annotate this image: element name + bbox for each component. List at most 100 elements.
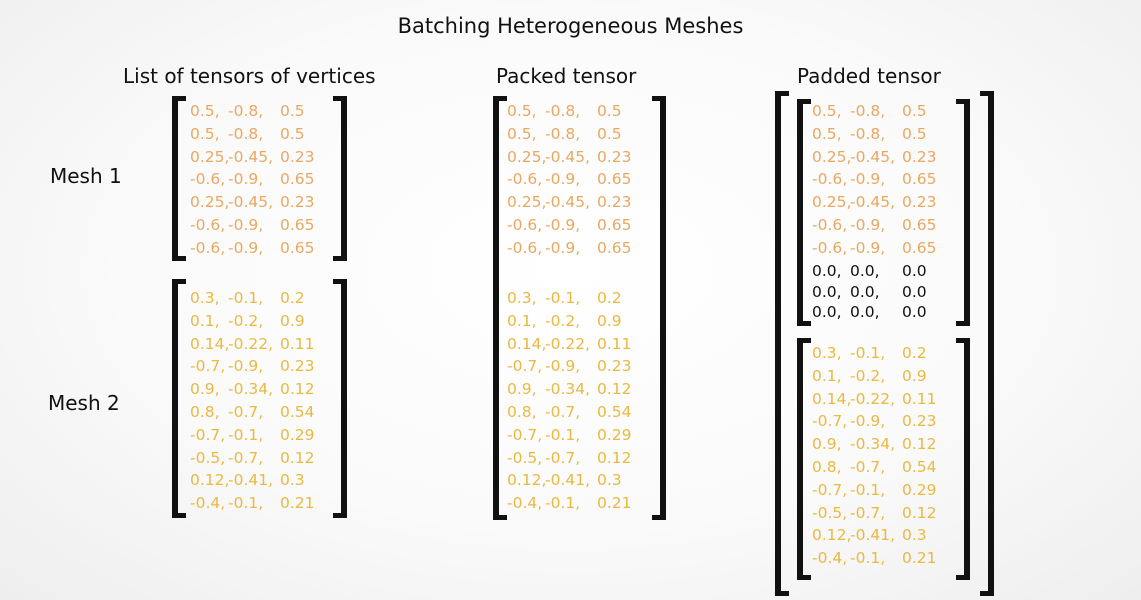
matrix-value: -0.45,	[850, 193, 896, 212]
matrix-value: -0.8,	[545, 124, 581, 143]
matrix-value: -0.34,	[545, 380, 591, 399]
matrix-value: 0.5,	[507, 102, 537, 120]
matrix-value: -0.7,	[545, 448, 581, 467]
matrix-value: 0.0	[902, 262, 927, 280]
matrix-value: 0.3	[280, 471, 305, 490]
matrix-value: 0.65	[902, 170, 937, 189]
matrix-value: -0.8,	[850, 124, 886, 143]
matrix-value: -0.8,	[228, 124, 264, 143]
matrix-value: -0.2,	[850, 366, 886, 385]
matrix-value: 0.1,	[812, 366, 842, 385]
matrix-value: 0.5	[280, 102, 305, 120]
list-mesh1-left-bracket	[172, 96, 186, 261]
matrix-value: -0.9,	[545, 238, 581, 257]
mesh-1-label: Mesh 1	[50, 164, 122, 188]
matrix-value: 0.5	[597, 124, 622, 143]
matrix-value: -0.8,	[850, 102, 886, 120]
matrix-value: -0.4,	[190, 494, 226, 513]
matrix-value: -0.34,	[850, 435, 896, 454]
padded-outer-left-bracket	[775, 91, 789, 596]
matrix-value: -0.45,	[850, 147, 896, 166]
matrix-value: 0.0,	[850, 303, 880, 321]
matrix-value: 0.9,	[812, 435, 842, 454]
matrix-value: 0.12	[280, 448, 315, 467]
matrix-value: 0.8,	[812, 457, 842, 476]
matrix-value: 0.14,	[812, 389, 852, 408]
matrix-value: 0.23	[902, 193, 937, 212]
matrix-value: -0.41,	[228, 471, 274, 490]
matrix-value: -0.6,	[812, 170, 848, 189]
matrix-value: 0.65	[902, 238, 937, 257]
matrix-value: -0.7,	[228, 448, 264, 467]
matrix-value: -0.1,	[850, 344, 886, 362]
matrix-value: 0.65	[597, 215, 632, 234]
matrix-value: -0.6,	[812, 238, 848, 257]
matrix-value: -0.5,	[507, 448, 543, 467]
matrix-value: -0.1,	[850, 549, 886, 568]
padded-mesh2-left-bracket	[797, 338, 811, 580]
matrix-value: -0.7,	[507, 357, 543, 376]
matrix-value: 0.0,	[812, 262, 842, 280]
matrix-value: -0.7,	[228, 402, 264, 421]
matrix-value: 0.12	[597, 448, 632, 467]
matrix-value: 0.2	[902, 344, 927, 362]
list-mesh2-left-bracket	[172, 279, 186, 518]
matrix-value: 0.3	[902, 526, 927, 545]
matrix-value: 0.12	[902, 435, 937, 454]
matrix-value: -0.7,	[190, 425, 226, 444]
matrix-value: 0.1,	[190, 311, 220, 330]
matrix-value: -0.1,	[228, 425, 264, 444]
matrix-value: -0.1,	[545, 289, 581, 307]
list-mesh2-right-bracket	[333, 279, 347, 518]
matrix-value: -0.9,	[228, 357, 264, 376]
matrix-value: 0.21	[902, 549, 937, 568]
matrix-value: 0.5	[280, 124, 305, 143]
matrix-value: -0.7,	[812, 480, 848, 499]
matrix-value: 0.1,	[507, 311, 537, 330]
matrix-value: 0.65	[597, 238, 632, 257]
matrix-value: 0.21	[280, 494, 315, 513]
matrix-value: 0.29	[902, 480, 937, 499]
matrix-value: 0.25,	[190, 193, 230, 212]
matrix-value: -0.9,	[545, 215, 581, 234]
matrix-value: 0.5	[597, 102, 622, 120]
matrix-value: -0.9,	[850, 215, 886, 234]
matrix-value: 0.23	[597, 193, 632, 212]
matrix-value: -0.1,	[228, 494, 264, 513]
matrix-value: 0.3,	[190, 289, 220, 307]
matrix-value: 0.29	[280, 425, 315, 444]
matrix-value: 0.25,	[507, 193, 547, 212]
matrix-value: -0.2,	[545, 311, 581, 330]
matrix-value: 0.65	[597, 170, 632, 189]
matrix-value: 0.0,	[850, 262, 880, 280]
matrix-value: 0.11	[280, 334, 315, 353]
matrix-value: 0.9	[597, 311, 622, 330]
matrix-value: -0.45,	[545, 193, 591, 212]
matrix-value: 0.12,	[812, 526, 852, 545]
matrix-value: 0.0,	[812, 303, 842, 321]
padded-mesh2-right-bracket	[956, 338, 970, 580]
matrix-value: 0.5,	[812, 124, 842, 143]
matrix-value: 0.3,	[812, 344, 842, 362]
matrix-value: -0.9,	[228, 238, 264, 257]
matrix-value: 0.23	[902, 147, 937, 166]
matrix-value: -0.6,	[190, 170, 226, 189]
padded-outer-right-bracket	[980, 91, 994, 596]
matrix-value: 0.5	[902, 124, 927, 143]
matrix-value: 0.3,	[507, 289, 537, 307]
matrix-value: 0.14,	[190, 334, 230, 353]
matrix-value: -0.1,	[850, 480, 886, 499]
matrix-value: 0.0,	[850, 282, 880, 301]
matrix-value: 0.23	[280, 147, 315, 166]
matrix-value: -0.4,	[507, 494, 543, 513]
matrix-value: 0.2	[280, 289, 305, 307]
matrix-value: -0.7,	[545, 402, 581, 421]
matrix-value: 0.25,	[812, 147, 852, 166]
matrix-value: -0.7,	[190, 357, 226, 376]
matrix-value: 0.65	[902, 215, 937, 234]
matrix-value: -0.41,	[850, 526, 896, 545]
matrix-value: 0.54	[280, 402, 315, 421]
matrix-value: -0.22,	[545, 334, 591, 353]
matrix-value: -0.6,	[812, 215, 848, 234]
matrix-value: 0.23	[280, 357, 315, 376]
